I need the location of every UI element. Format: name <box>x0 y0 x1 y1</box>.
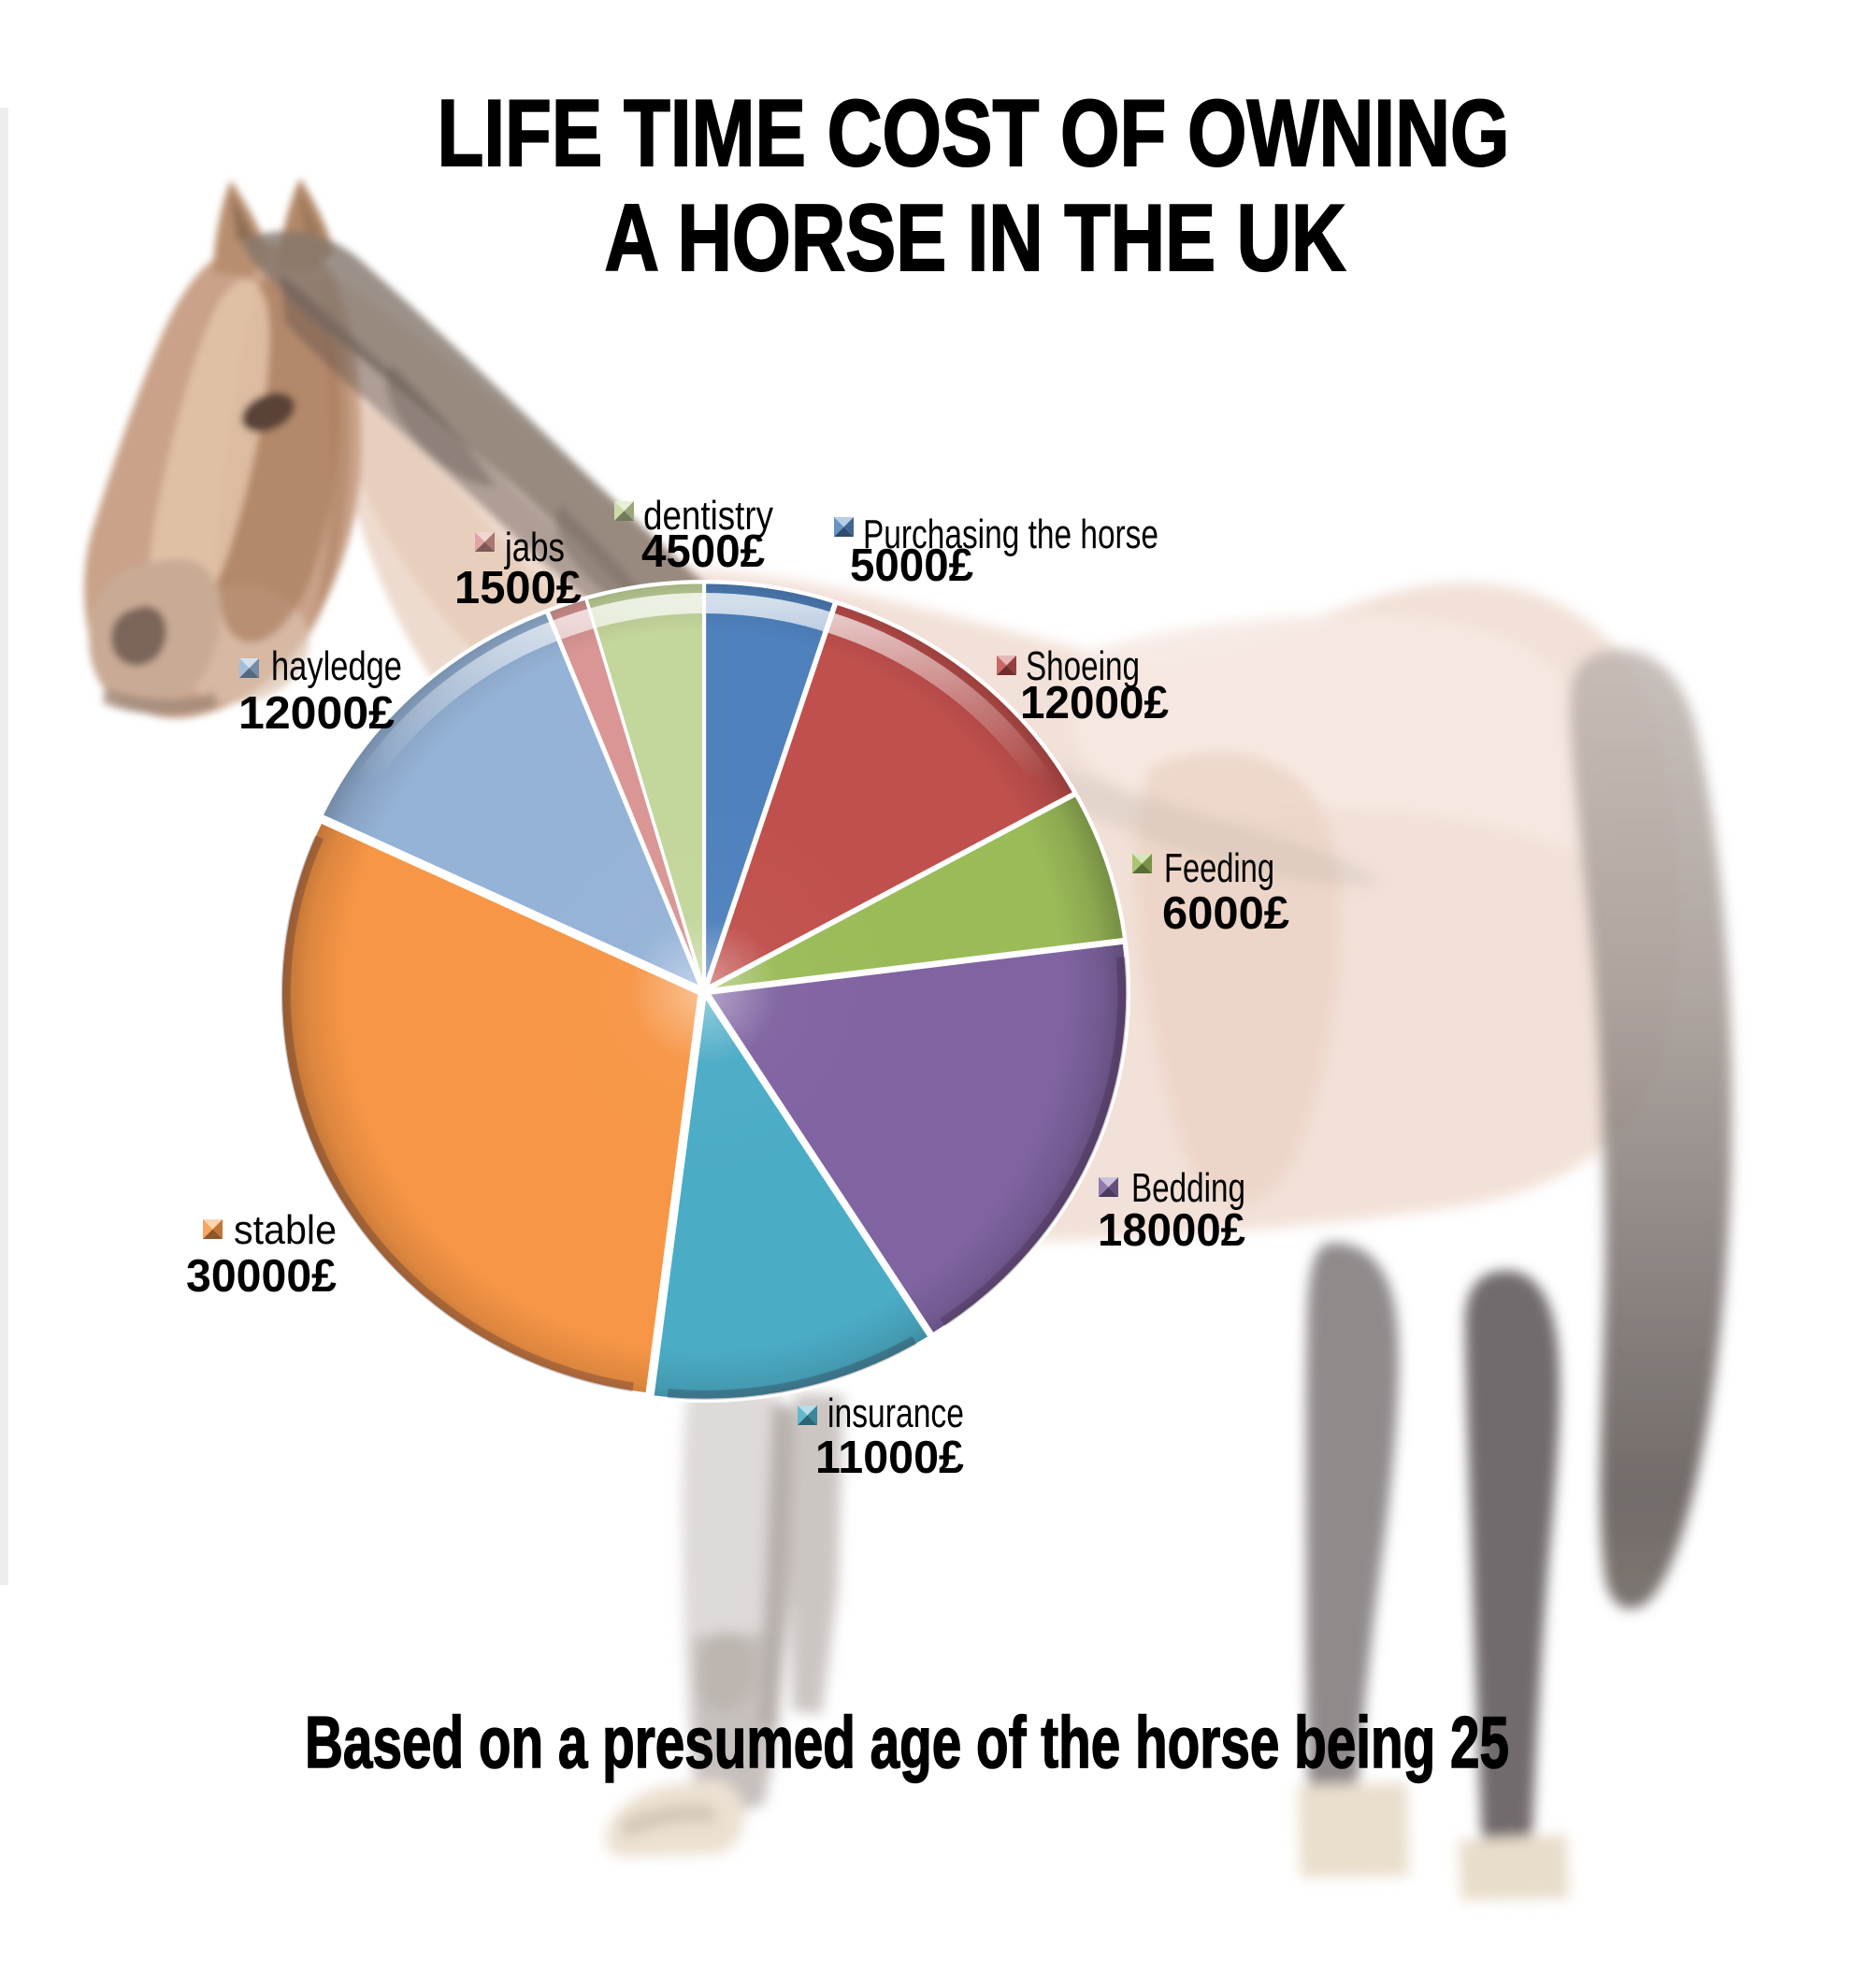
svg-text:A HORSE IN THE UK: A HORSE IN THE UK <box>605 186 1346 291</box>
svg-text:LIFE TIME COST OF OWNING: LIFE TIME COST OF OWNING <box>438 81 1510 186</box>
svg-text:dentistry: dentistry <box>643 493 773 539</box>
svg-text:Bedding: Bedding <box>1131 1165 1245 1211</box>
svg-text:insurance: insurance <box>827 1390 964 1436</box>
svg-text:1500£: 1500£ <box>454 563 582 613</box>
svg-text:18000£: 18000£ <box>1098 1205 1245 1256</box>
svg-text:Shoeing: Shoeing <box>1026 643 1140 689</box>
svg-text:6000£: 6000£ <box>1162 888 1289 939</box>
svg-text:11000£: 11000£ <box>815 1433 964 1483</box>
svg-text:Purchasing the horse: Purchasing the horse <box>863 511 1158 557</box>
svg-text:30000£: 30000£ <box>186 1251 337 1302</box>
svg-text:4500£: 4500£ <box>641 526 765 577</box>
svg-text:12000£: 12000£ <box>238 688 395 739</box>
svg-text:5000£: 5000£ <box>850 540 973 591</box>
svg-text:Feeding: Feeding <box>1164 845 1274 891</box>
svg-text:12000£: 12000£ <box>1020 678 1169 728</box>
svg-text:jabs: jabs <box>503 525 565 570</box>
svg-text:stable: stable <box>234 1207 337 1253</box>
svg-text:Based on a presumed age of the: Based on a presumed age of the horse bei… <box>305 1701 1509 1783</box>
svg-text:hayledge: hayledge <box>271 643 402 689</box>
